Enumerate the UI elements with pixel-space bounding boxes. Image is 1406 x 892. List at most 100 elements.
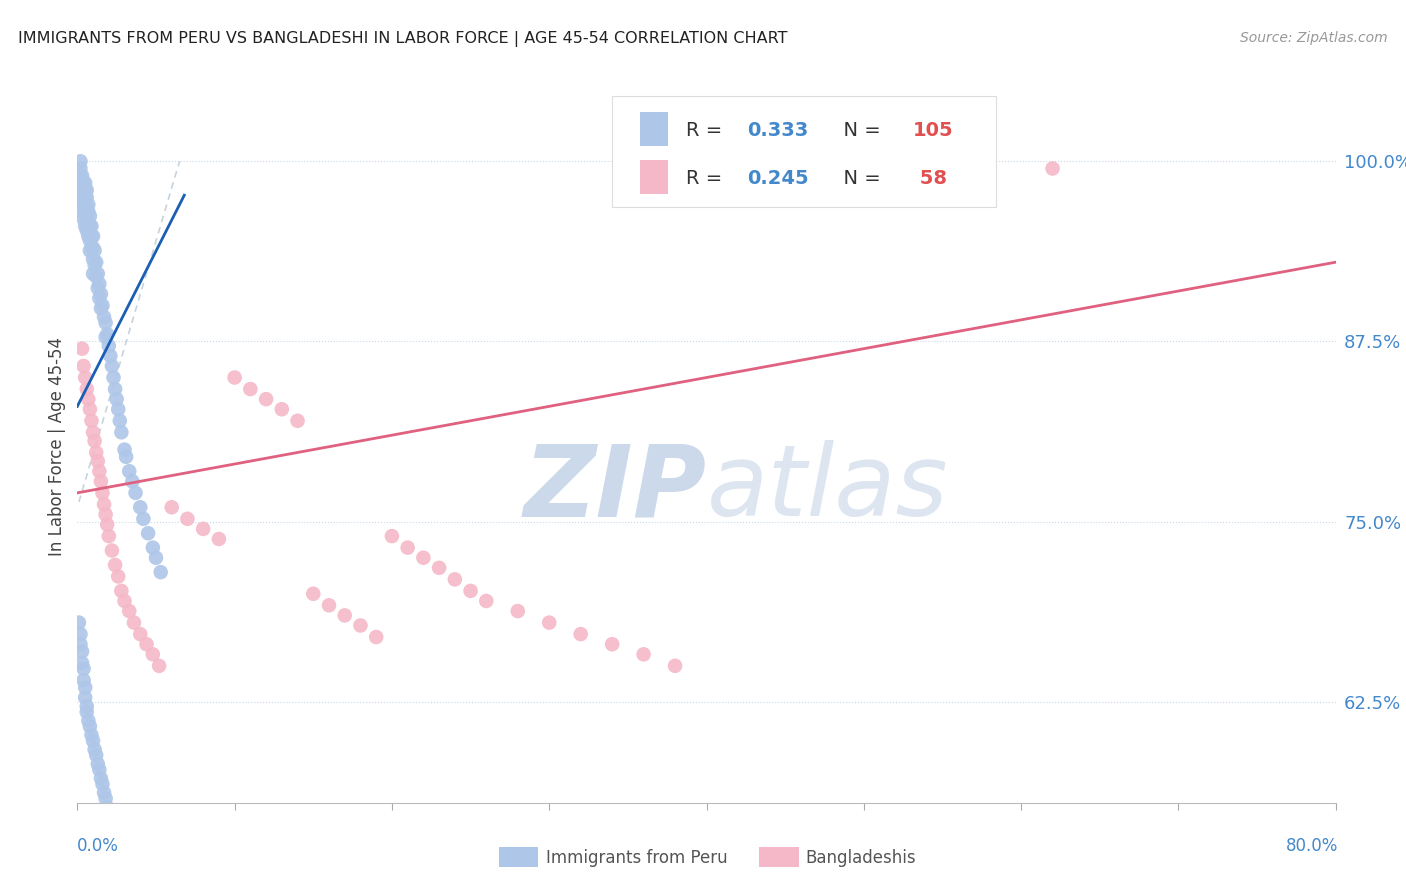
Point bbox=[132, 512, 155, 526]
Point bbox=[176, 512, 198, 526]
Point bbox=[83, 258, 105, 272]
Text: Source: ZipAtlas.com: Source: ZipAtlas.com bbox=[1240, 31, 1388, 45]
Point bbox=[101, 543, 124, 558]
Point bbox=[79, 244, 101, 258]
Text: N =: N = bbox=[831, 121, 887, 140]
Point bbox=[94, 330, 117, 344]
Point bbox=[80, 414, 103, 428]
Point bbox=[93, 497, 115, 511]
Point bbox=[70, 342, 93, 356]
Point bbox=[108, 414, 131, 428]
Point bbox=[72, 662, 94, 676]
Point bbox=[77, 229, 100, 244]
Point bbox=[75, 690, 97, 705]
Point bbox=[83, 434, 105, 448]
Point bbox=[79, 402, 101, 417]
Point bbox=[97, 805, 120, 820]
FancyBboxPatch shape bbox=[640, 160, 668, 194]
Point bbox=[80, 219, 103, 234]
Text: Bangladeshis: Bangladeshis bbox=[806, 849, 917, 867]
Point bbox=[67, 183, 90, 197]
Point bbox=[333, 608, 356, 623]
Point bbox=[97, 339, 120, 353]
Text: IMMIGRANTS FROM PERU VS BANGLADESHI IN LABOR FORCE | AGE 45-54 CORRELATION CHART: IMMIGRANTS FROM PERU VS BANGLADESHI IN L… bbox=[18, 31, 787, 47]
Point bbox=[77, 714, 100, 728]
Point bbox=[91, 486, 114, 500]
Point bbox=[93, 310, 115, 324]
Point bbox=[600, 637, 623, 651]
Text: N =: N = bbox=[831, 169, 887, 188]
Y-axis label: In Labor Force | Age 45-54: In Labor Force | Age 45-54 bbox=[48, 336, 66, 556]
Point bbox=[142, 541, 165, 555]
Point bbox=[79, 234, 101, 248]
Point bbox=[107, 569, 129, 583]
Point bbox=[69, 161, 91, 176]
Point bbox=[70, 169, 93, 183]
Point bbox=[75, 183, 97, 197]
Point bbox=[381, 529, 404, 543]
Point bbox=[82, 252, 104, 267]
Point bbox=[69, 637, 91, 651]
Text: 58: 58 bbox=[912, 169, 946, 188]
Point bbox=[75, 197, 97, 211]
Point bbox=[77, 204, 100, 219]
Point bbox=[633, 648, 655, 662]
Point bbox=[412, 550, 434, 565]
Point bbox=[82, 241, 104, 255]
Point bbox=[149, 565, 172, 579]
Point bbox=[104, 382, 127, 396]
Point bbox=[129, 500, 152, 515]
Point bbox=[318, 599, 340, 613]
Point bbox=[118, 604, 141, 618]
Point bbox=[224, 370, 246, 384]
Point bbox=[396, 541, 419, 555]
Point bbox=[1042, 161, 1064, 176]
Point bbox=[114, 594, 136, 608]
Point bbox=[84, 255, 107, 269]
Point bbox=[97, 529, 120, 543]
Point bbox=[70, 190, 93, 204]
Point bbox=[75, 219, 97, 234]
Point bbox=[142, 648, 165, 662]
Point bbox=[90, 772, 112, 786]
Point bbox=[129, 627, 152, 641]
Point bbox=[506, 604, 529, 618]
Point bbox=[103, 370, 125, 384]
Point bbox=[82, 734, 104, 748]
Point bbox=[90, 475, 112, 489]
Point bbox=[90, 301, 112, 316]
Point bbox=[69, 627, 91, 641]
Point bbox=[72, 211, 94, 226]
Point bbox=[76, 705, 98, 719]
Point bbox=[239, 382, 262, 396]
Point bbox=[96, 800, 118, 814]
Text: 0.333: 0.333 bbox=[747, 121, 808, 140]
Point bbox=[107, 402, 129, 417]
Point bbox=[96, 327, 118, 342]
Point bbox=[82, 267, 104, 281]
Point bbox=[145, 550, 167, 565]
Point bbox=[664, 658, 686, 673]
Point bbox=[70, 183, 93, 197]
Point bbox=[101, 359, 124, 373]
Point bbox=[93, 786, 115, 800]
Point bbox=[70, 176, 93, 190]
Point bbox=[75, 681, 97, 695]
Point bbox=[72, 190, 94, 204]
Point bbox=[69, 190, 91, 204]
Point bbox=[94, 791, 117, 805]
Point bbox=[121, 475, 143, 489]
Point bbox=[87, 281, 110, 295]
Point bbox=[84, 269, 107, 284]
Point bbox=[135, 637, 157, 651]
Point bbox=[76, 211, 98, 226]
Point bbox=[122, 615, 145, 630]
Point bbox=[76, 699, 98, 714]
Text: 80.0%: 80.0% bbox=[1286, 837, 1339, 855]
Point bbox=[104, 558, 127, 572]
Point bbox=[67, 176, 90, 190]
Point bbox=[287, 414, 309, 428]
Point bbox=[82, 425, 104, 440]
Point bbox=[83, 742, 105, 756]
Point bbox=[76, 201, 98, 215]
